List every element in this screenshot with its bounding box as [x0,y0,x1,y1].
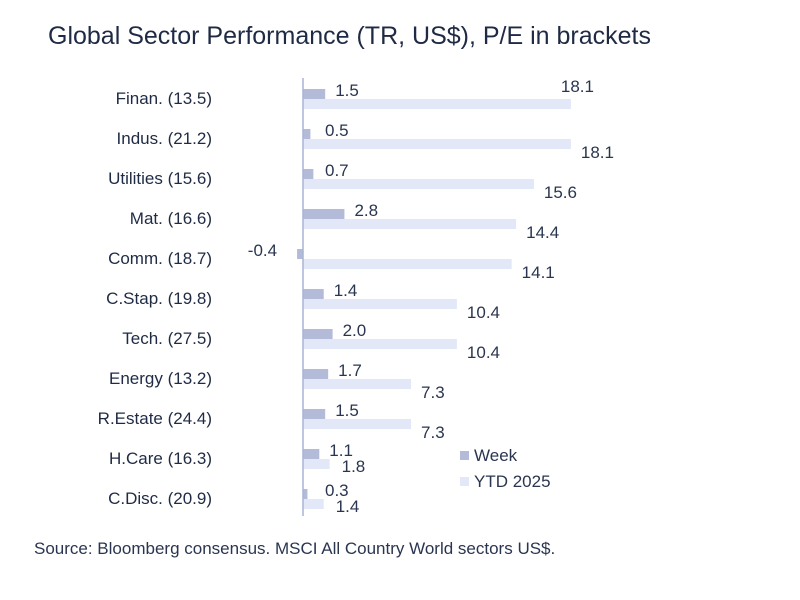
week-value-label: 1.7 [338,361,362,380]
week-value-label: 0.5 [325,121,349,140]
category-label: Indus. (21.2) [117,129,212,148]
ytd-value-label: 14.4 [526,223,559,242]
ytd-bar [303,499,324,509]
chart-title: Global Sector Performance (TR, US$), P/E… [48,22,651,50]
week-bar [303,329,333,339]
week-value-label: 1.5 [335,401,359,420]
legend-swatch-ytd [460,477,469,486]
ytd-bar [303,179,534,189]
ytd-value-label: 7.3 [421,423,445,442]
legend-label-ytd: YTD 2025 [474,472,551,491]
week-value-label: 1.4 [334,281,358,300]
ytd-bar [303,219,517,229]
week-bar [303,369,329,379]
category-label: Utilities (15.6) [108,169,212,188]
ytd-bar [303,339,457,349]
week-bar [303,209,345,219]
ytd-bar [303,139,571,149]
ytd-bar [303,99,571,109]
week-bar [303,449,320,459]
legend-swatch-week [460,451,469,460]
ytd-bar [303,299,457,309]
week-bar [303,89,326,99]
week-value-label: 0.3 [325,481,349,500]
ytd-value-label: 1.8 [342,457,366,476]
week-value-label: -0.4 [248,241,277,260]
category-label: Comm. (18.7) [108,249,212,268]
ytd-value-label: 1.4 [336,497,360,516]
category-label: Energy (13.2) [109,369,212,388]
ytd-bar [303,379,412,389]
category-label: C.Stap. (19.8) [106,289,212,308]
category-label: Mat. (16.6) [130,209,212,228]
week-bar [297,249,303,259]
ytd-value-label: 7.3 [421,383,445,402]
week-bar [303,129,311,139]
week-bar [303,489,308,499]
week-value-label: 2.8 [354,201,378,220]
week-value-label: 1.1 [329,441,353,460]
category-label: Tech. (27.5) [122,329,212,348]
week-value-label: 0.7 [325,161,349,180]
category-label: H.Care (16.3) [109,449,212,468]
ytd-value-label: 18.1 [561,77,594,96]
category-label: R.Estate (24.4) [98,409,212,428]
ytd-value-label: 10.4 [467,343,500,362]
ytd-bar [303,259,512,269]
ytd-value-label: 10.4 [467,303,500,322]
source-note: Source: Bloomberg consensus. MSCI All Co… [34,539,556,558]
week-value-label: 1.5 [335,81,359,100]
week-bar [303,169,314,179]
ytd-value-label: 18.1 [581,143,614,162]
ytd-value-label: 14.1 [522,263,555,282]
ytd-value-label: 15.6 [544,183,577,202]
category-label: C.Disc. (20.9) [108,489,212,508]
week-value-label: 2.0 [343,321,367,340]
category-label: Finan. (13.5) [116,89,212,108]
ytd-bar [303,459,330,469]
week-bar [303,409,326,419]
legend-label-week: Week [474,446,518,465]
ytd-bar [303,419,412,429]
week-bar [303,289,324,299]
